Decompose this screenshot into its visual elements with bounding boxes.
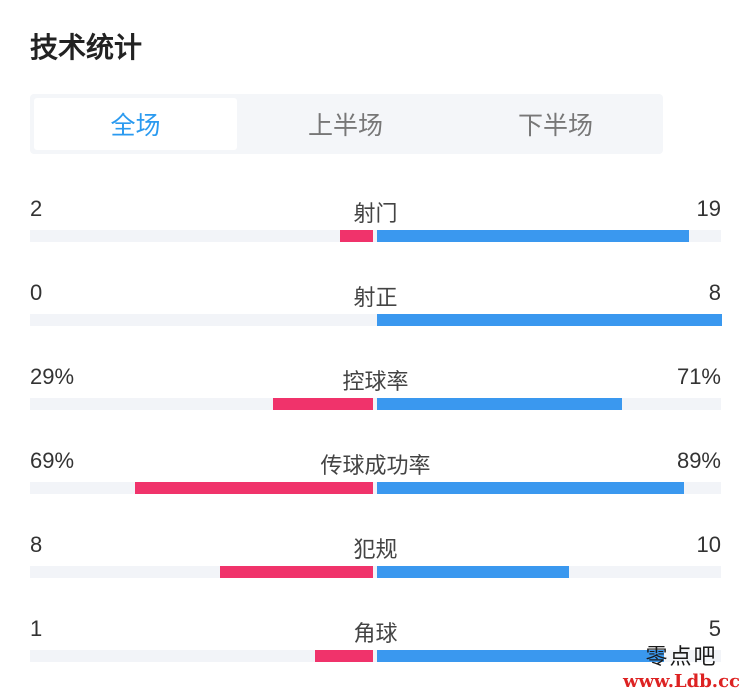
away-value: 19: [696, 196, 721, 221]
stat-row-shots: 2 射门 19: [30, 196, 721, 256]
home-bar: [340, 230, 373, 242]
watermark-text: 零点吧: [645, 645, 718, 670]
stat-bar-track: [30, 314, 722, 326]
away-bar: [377, 230, 689, 242]
home-bar: [135, 482, 373, 494]
away-value: 89%: [676, 448, 721, 473]
stat-name: 控球率: [342, 369, 409, 394]
stat-bar-track: [30, 230, 721, 242]
page-title: 技术统计: [30, 32, 143, 63]
tab-second-half[interactable]: 下半场: [517, 112, 593, 140]
away-bar: [377, 398, 622, 410]
away-bar: [377, 482, 684, 494]
stat-bar-track: [30, 566, 721, 578]
stat-bar-track: [30, 398, 721, 410]
home-value: 2: [30, 196, 43, 221]
home-value: 0: [30, 280, 43, 305]
home-value: 29%: [30, 364, 75, 389]
away-value: 71%: [676, 364, 721, 389]
home-value: 69%: [30, 448, 75, 473]
away-value: 10: [696, 532, 721, 557]
stat-bar-track: [30, 482, 721, 494]
stat-name: 传球成功率: [320, 453, 431, 478]
period-tabs: 全场 上半场 下半场: [30, 94, 663, 154]
tab-first-half[interactable]: 上半场: [307, 112, 383, 140]
stat-bar-track: [30, 650, 721, 662]
away-bar: [377, 566, 569, 578]
stat-name: 射门: [353, 201, 398, 226]
stat-name: 角球: [353, 621, 398, 646]
watermark-url: www.Ldb.cc: [623, 671, 740, 692]
away-bar: [377, 314, 722, 326]
home-value: 1: [30, 616, 43, 641]
watermark-logo: 零点吧 www.Ldb.cc: [623, 639, 740, 692]
stat-name: 犯规: [353, 537, 398, 562]
away-bar: [377, 650, 664, 662]
home-bar: [315, 650, 373, 662]
stat-row-possession: 29% 控球率 71%: [30, 364, 721, 424]
tab-full-match[interactable]: 全场: [34, 98, 237, 150]
away-value: 8: [708, 280, 721, 305]
stat-row-shots-on-target: 0 射正 8: [30, 280, 722, 340]
stat-row-fouls: 8 犯规 10: [30, 532, 721, 592]
away-value: 5: [708, 616, 721, 641]
home-value: 8: [30, 532, 43, 557]
stat-row-corners: 1 角球 5: [30, 616, 721, 676]
home-bar: [220, 566, 373, 578]
stat-row-pass-accuracy: 69% 传球成功率 89%: [30, 448, 721, 508]
home-bar: [273, 398, 373, 410]
stat-name: 射正: [353, 285, 398, 310]
